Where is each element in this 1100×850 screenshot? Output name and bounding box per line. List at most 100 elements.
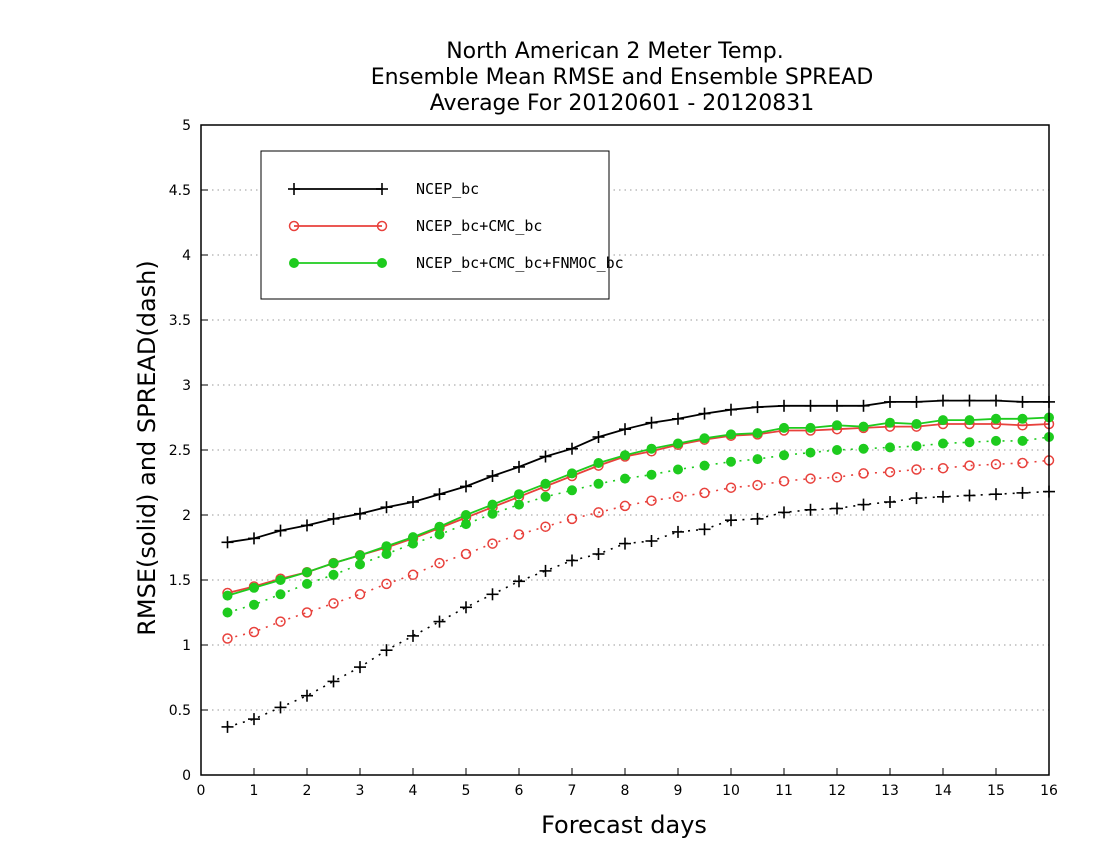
- rmse-point: [752, 428, 763, 439]
- rmse-point: [513, 460, 525, 473]
- legend-marker: [376, 183, 388, 195]
- rmse-point: [222, 590, 233, 601]
- spread-point: [328, 598, 339, 609]
- rmse-point: [1016, 395, 1029, 408]
- spread-point: [963, 489, 976, 502]
- rmse-point: [884, 395, 896, 408]
- rmse-point: [620, 450, 630, 461]
- rmse-point: [991, 413, 1001, 424]
- rmse-point: [592, 431, 605, 443]
- spread-point: [620, 473, 630, 484]
- spread-point: [699, 487, 710, 499]
- y-tick-label: 2: [182, 508, 191, 524]
- rmse-point: [963, 394, 976, 407]
- series-lines: [221, 394, 1055, 733]
- y-axis-label: RMSE(solid) and SPREAD(dash): [133, 260, 161, 636]
- spread-point: [857, 498, 870, 511]
- rmse-point: [328, 558, 339, 569]
- rmse-point: [433, 488, 446, 501]
- rmse-point: [645, 416, 658, 429]
- spread-point: [805, 473, 816, 484]
- spread-point: [645, 535, 658, 547]
- chart-title-line-3: Average For 20120601 - 20120831: [430, 91, 815, 116]
- rmse-point: [832, 420, 842, 431]
- spread-point: [937, 490, 949, 503]
- spread-point: [540, 491, 551, 502]
- spread-point: [778, 475, 790, 487]
- spread-point: [885, 442, 895, 453]
- spread-point: [699, 460, 710, 471]
- rmse-point: [566, 442, 578, 455]
- spread-point: [592, 548, 605, 560]
- rmse-point: [593, 458, 604, 468]
- rmse-point: [407, 496, 419, 508]
- x-tick-label: 12: [828, 783, 846, 799]
- spread-point: [911, 464, 922, 475]
- legend-box: [260, 150, 610, 300]
- rmse-point: [673, 438, 683, 449]
- spread-point: [408, 538, 418, 549]
- spread-point: [275, 616, 286, 627]
- spread-point: [726, 456, 736, 467]
- rmse-point: [354, 507, 366, 520]
- spread-point: [964, 460, 975, 471]
- rmse-point: [274, 524, 287, 537]
- rmse-line: [227, 416, 1050, 597]
- spread-point: [513, 575, 525, 588]
- spread-point: [380, 644, 393, 657]
- spread-point: [725, 514, 737, 527]
- spread-point: [646, 469, 657, 480]
- rmse-point: [911, 419, 922, 429]
- rmse-point: [937, 394, 949, 407]
- spread-point: [540, 521, 551, 532]
- rmse-point: [672, 412, 684, 425]
- x-tick-label: 4: [409, 783, 418, 799]
- spread-line: [227, 459, 1050, 640]
- rmse-point: [461, 510, 471, 520]
- spread-point: [327, 675, 340, 688]
- legend-label: NCEP_bc+CMC_bc: [416, 217, 542, 235]
- legend-entry-0: NCEP_bc: [288, 180, 479, 198]
- rmse-point: [910, 395, 923, 408]
- spread-point: [567, 485, 577, 496]
- legend-marker: [377, 258, 387, 268]
- spread-point: [222, 607, 233, 618]
- spread-point: [884, 496, 896, 508]
- spread-point: [884, 466, 896, 478]
- x-tick-label: 11: [775, 783, 793, 799]
- rmse-point: [487, 499, 498, 510]
- spread-point: [461, 519, 471, 530]
- legend-label: NCEP_bc+CMC_bc+FNMOC_bc: [416, 254, 624, 272]
- rmse-point: [831, 399, 843, 412]
- rmse-point: [486, 470, 499, 482]
- gridlines: [201, 189, 1049, 711]
- legend-marker: [288, 220, 300, 232]
- spread-point: [673, 464, 683, 475]
- rmse-point: [964, 415, 975, 426]
- spread-point: [858, 468, 869, 479]
- y-tick-label: 4: [182, 248, 191, 264]
- rmse-point: [567, 468, 577, 479]
- rmse-line: [227, 423, 1050, 594]
- rmse-point: [726, 429, 736, 440]
- legend-marker: [289, 258, 299, 268]
- spread-point: [672, 491, 684, 503]
- spread-point: [539, 564, 552, 577]
- rmse-point: [725, 403, 737, 416]
- rmse-point: [779, 422, 789, 433]
- spread-point: [460, 548, 472, 560]
- chart-title-line-1: North American 2 Meter Temp.: [446, 39, 784, 64]
- axis-ticks: 00.511.522.533.544.550 1 2 3 4 5 6 7 8 9 10 11 12 13 1…: [169, 118, 1058, 799]
- rmse-point: [938, 415, 948, 426]
- y-tick-label: 4.5: [169, 183, 191, 199]
- y-tick-label: 5: [182, 118, 191, 134]
- rmse-point: [646, 443, 657, 454]
- x-tick-label: 3: [356, 783, 365, 799]
- spread-point: [672, 525, 684, 538]
- spread-point: [752, 479, 763, 491]
- spread-point: [433, 615, 446, 628]
- series-1: [222, 418, 1055, 644]
- x-tick-label: 8: [621, 783, 630, 799]
- x-tick-label: 7: [568, 783, 577, 799]
- spread-point: [831, 502, 843, 515]
